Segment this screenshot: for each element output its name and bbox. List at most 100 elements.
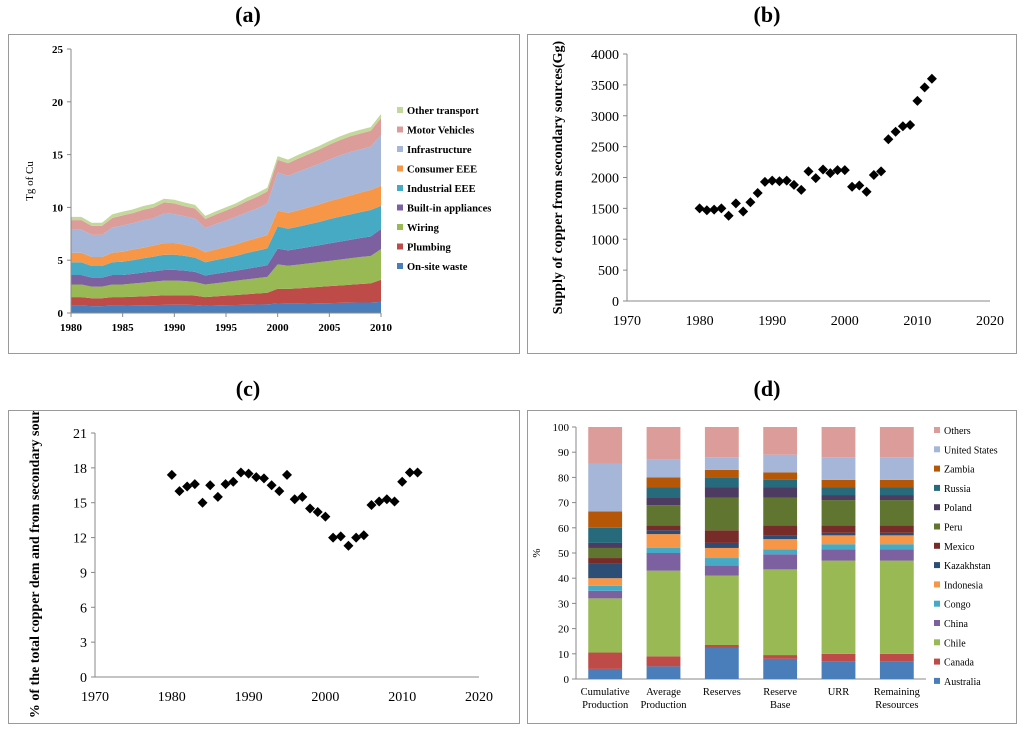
bar-segment-chile (821, 560, 856, 654)
bar-segment-indonesia (588, 578, 623, 586)
data-point (839, 165, 850, 176)
panel-label-d: (d) (753, 376, 781, 401)
data-point (274, 486, 285, 497)
bar-segment-kazakhstan (763, 535, 798, 540)
y-tick-label: 80 (558, 472, 570, 484)
x-tick-label: 1980 (686, 314, 714, 329)
data-point (197, 497, 208, 508)
data-point (366, 500, 377, 511)
data-point (182, 481, 193, 492)
data-point (723, 210, 734, 221)
x-tick-label: 1990 (758, 314, 786, 329)
area-plumbing (71, 279, 381, 307)
area-consumer-eee (71, 185, 381, 267)
category-label: Average (646, 687, 681, 698)
legend-swatch-consumer-eee (397, 165, 403, 172)
data-point (818, 164, 829, 175)
data-point (774, 176, 785, 187)
legend-swatch-chile (934, 639, 940, 646)
bar-segment-indonesia (879, 535, 914, 545)
bar-segment-poland (646, 497, 681, 506)
legend-label-other-transport: Other transport (407, 106, 479, 117)
bar-segment-china (588, 590, 623, 599)
bar-segment-indonesia (646, 534, 681, 548)
legend-label-others: Others (944, 426, 971, 437)
data-point (796, 184, 807, 195)
bar-segment-peru (704, 497, 739, 531)
category-label: Reserves (703, 687, 741, 698)
chart-d-stacked-bar: 0 10 20 30 40 50 60 70 80 90 100% Cumulative Product… (531, 422, 998, 711)
y-tick-label: 50 (558, 548, 570, 560)
bar-segment-others (704, 427, 739, 458)
data-point (752, 187, 763, 198)
data-point (343, 540, 354, 551)
bar-segment-zambia (821, 479, 856, 488)
area-built-in-appliances (71, 229, 381, 287)
y-tick-label: 70 (558, 498, 570, 510)
category-label: Production (582, 700, 629, 711)
y-tick-label: 15 (52, 150, 64, 162)
bar-segment-mexico (879, 525, 914, 533)
legend-swatch-industrial-eee (397, 185, 403, 191)
x-tick-label: 2010 (903, 314, 931, 329)
area-motor-vehicles (71, 118, 381, 235)
bar-segment-australia (821, 661, 856, 679)
x-tick-label: 1990 (235, 690, 263, 705)
y-tick-label: 6 (80, 601, 87, 616)
data-point (759, 176, 770, 187)
legend-label-consumer-eee: Consumer EEE (407, 165, 477, 176)
legend-label-kazakhstan: Kazakhstan (944, 561, 991, 572)
bar-segment-others (821, 427, 856, 458)
data-point (389, 496, 400, 507)
data-point (258, 473, 269, 484)
data-point (266, 480, 277, 491)
y-tick-label: 40 (558, 573, 570, 585)
legend-label-china: China (944, 619, 968, 630)
data-point (825, 168, 836, 179)
legend-swatch-united-states (934, 446, 940, 453)
bar-segment-others (646, 427, 681, 460)
y-tick-label: 500 (598, 264, 619, 279)
bar-segment-australia (704, 647, 739, 679)
legend-label-zambia: Zambia (944, 465, 975, 476)
y-tick-label: 2500 (591, 141, 619, 156)
category-label: Base (770, 700, 791, 711)
bar-segment-chile (879, 560, 914, 654)
x-tick-label: 1985 (112, 322, 135, 334)
bar-segment-congo (704, 558, 739, 566)
legend-label-built-in-appliances: Built-in appliances (407, 204, 491, 215)
data-point (174, 486, 185, 497)
legend-label-chile: Chile (944, 638, 966, 649)
category-label: Resources (875, 700, 918, 711)
chart-a-stacked-area: 0 5 10 15 20 25 1980 1985 1990 1995 2000 2005 2010 Tg… (24, 44, 491, 334)
category-label: Cumulative (581, 687, 630, 698)
data-point (189, 479, 200, 490)
data-point (897, 121, 908, 132)
bar-segment-russia (704, 477, 739, 488)
x-tick-label: 2000 (831, 314, 859, 329)
bar-segment-congo (763, 549, 798, 555)
legend-label-motor-vehicles: Motor Vehicles (407, 126, 474, 137)
x-tick-label: 1980 (158, 690, 186, 705)
y-tick-label: 18 (73, 462, 87, 477)
data-point (335, 531, 346, 542)
data-point (235, 467, 246, 478)
data-point (397, 476, 408, 487)
data-point (905, 120, 916, 131)
bar-segment-united-states (588, 463, 623, 512)
bar-segment-mexico (704, 530, 739, 543)
legend-swatch-built-in-appliances (397, 204, 403, 211)
bar-segment-kazakhstan (879, 532, 914, 536)
x-tick-label: 1970 (81, 690, 109, 705)
data-point (312, 507, 323, 518)
area-wiring (71, 249, 381, 299)
bar-segment-kazakhstan (646, 530, 681, 535)
data-point (381, 494, 392, 505)
x-tick-label: 1990 (163, 322, 186, 334)
bar-segment-zambia (763, 472, 798, 480)
bar-segment-zambia (646, 477, 681, 488)
legend-swatch-canada (934, 658, 940, 665)
legend-label-industrial-eee: Industrial EEE (407, 184, 476, 195)
bar-segment-russia (646, 487, 681, 498)
data-point (358, 530, 369, 541)
